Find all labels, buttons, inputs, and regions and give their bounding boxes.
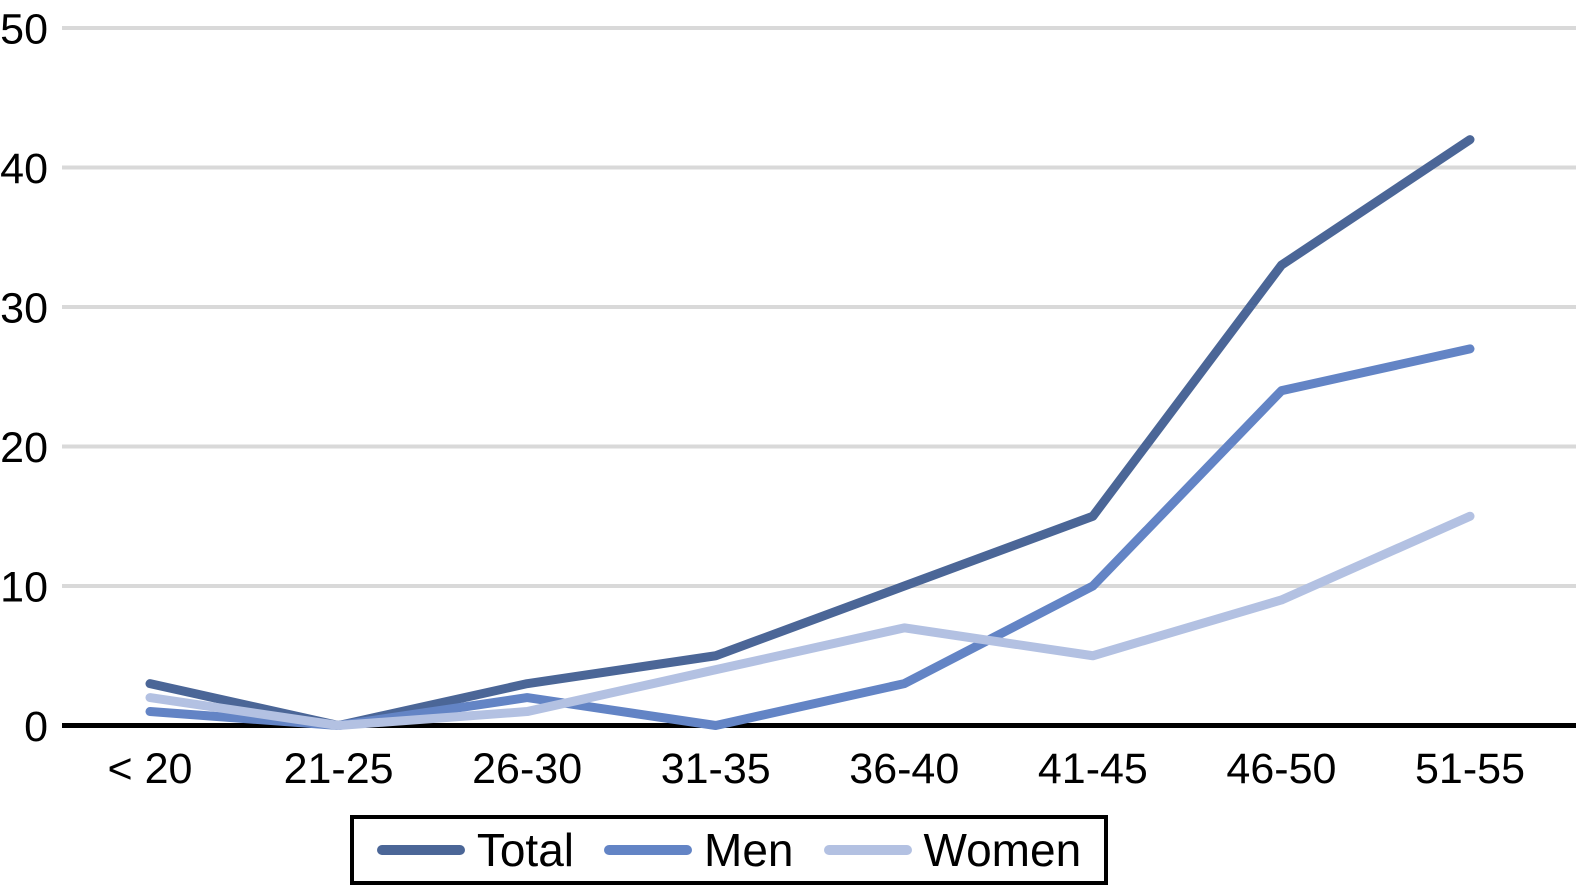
x-tick-label-6: 41-45 — [1038, 745, 1148, 793]
y-tick-label-20: 20 — [0, 424, 48, 472]
series-line-total — [145, 135, 1475, 730]
x-tick-label-7: 46-50 — [1226, 745, 1336, 793]
total-line-swatch-icon — [376, 845, 465, 855]
legend-item-total: Total — [376, 824, 575, 876]
series-line-women — [145, 511, 1475, 730]
y-tick-label-10: 10 — [0, 563, 48, 611]
x-tick-label-3: 26-30 — [472, 745, 582, 793]
legend-label-men: Men — [704, 824, 794, 876]
y-tick-label-0: 0 — [24, 703, 48, 751]
legend: Total Men Women — [350, 815, 1108, 885]
x-tick-label-5: 36-40 — [849, 745, 959, 793]
x-tick-label-1: < 20 — [108, 745, 193, 793]
x-tick-label-4: 31-35 — [661, 745, 771, 793]
legend-label-total: Total — [476, 824, 575, 876]
legend-item-women: Women — [823, 824, 1082, 876]
women-line-swatch-icon — [823, 845, 912, 855]
y-tick-label-40: 40 — [0, 145, 48, 193]
legend-label-women: Women — [923, 824, 1082, 876]
men-line-swatch-icon — [604, 845, 693, 855]
y-tick-label-30: 30 — [0, 284, 48, 332]
x-tick-label-2: 21-25 — [284, 745, 394, 793]
legend-item-men: Men — [604, 824, 794, 876]
x-tick-label-8: 51-55 — [1415, 745, 1525, 793]
series-line-men — [145, 344, 1475, 730]
y-tick-label-50: 50 — [0, 5, 48, 53]
